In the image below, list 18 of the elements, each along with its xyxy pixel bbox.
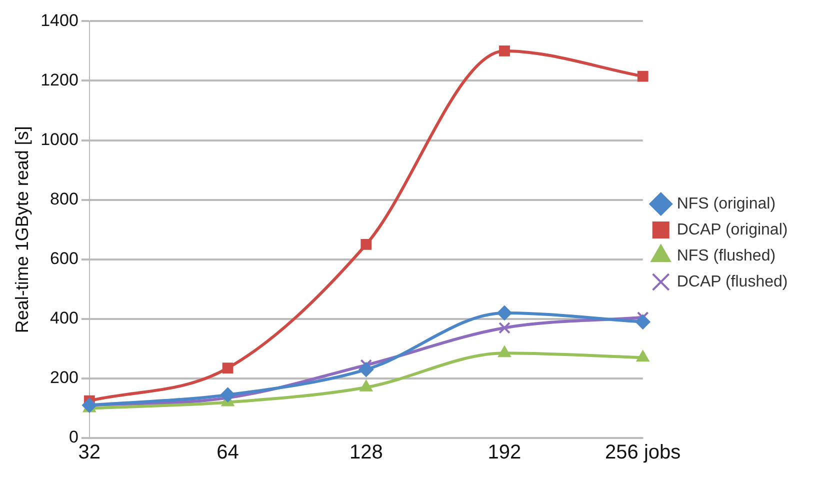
y-tick-label: 600 bbox=[50, 249, 78, 268]
y-axis-title: Real-time 1GByte read [s] bbox=[12, 126, 32, 334]
legend-label: DCAP (flushed) bbox=[676, 273, 788, 290]
x-tick-label: 128 bbox=[349, 442, 383, 464]
legend-label: DCAP (original) bbox=[676, 221, 788, 238]
x-tick-label: 32 bbox=[78, 442, 101, 464]
x-tick-label: 192 bbox=[488, 442, 522, 464]
y-tick-label: 800 bbox=[50, 190, 78, 209]
x-tick-label: 64 bbox=[216, 442, 239, 464]
y-tick-label: 1200 bbox=[40, 70, 78, 90]
y-tick-label: 1400 bbox=[40, 10, 78, 30]
y-tick-label: 0 bbox=[68, 428, 78, 447]
y-tick-label: 200 bbox=[50, 368, 78, 388]
y-tick-label: 1000 bbox=[40, 130, 78, 149]
y-tick-label: 400 bbox=[50, 308, 78, 328]
x-tick-label: 256 jobs bbox=[605, 442, 681, 464]
legend-label: NFS (original) bbox=[676, 195, 776, 212]
legend-label: NFS (flushed) bbox=[676, 247, 776, 264]
